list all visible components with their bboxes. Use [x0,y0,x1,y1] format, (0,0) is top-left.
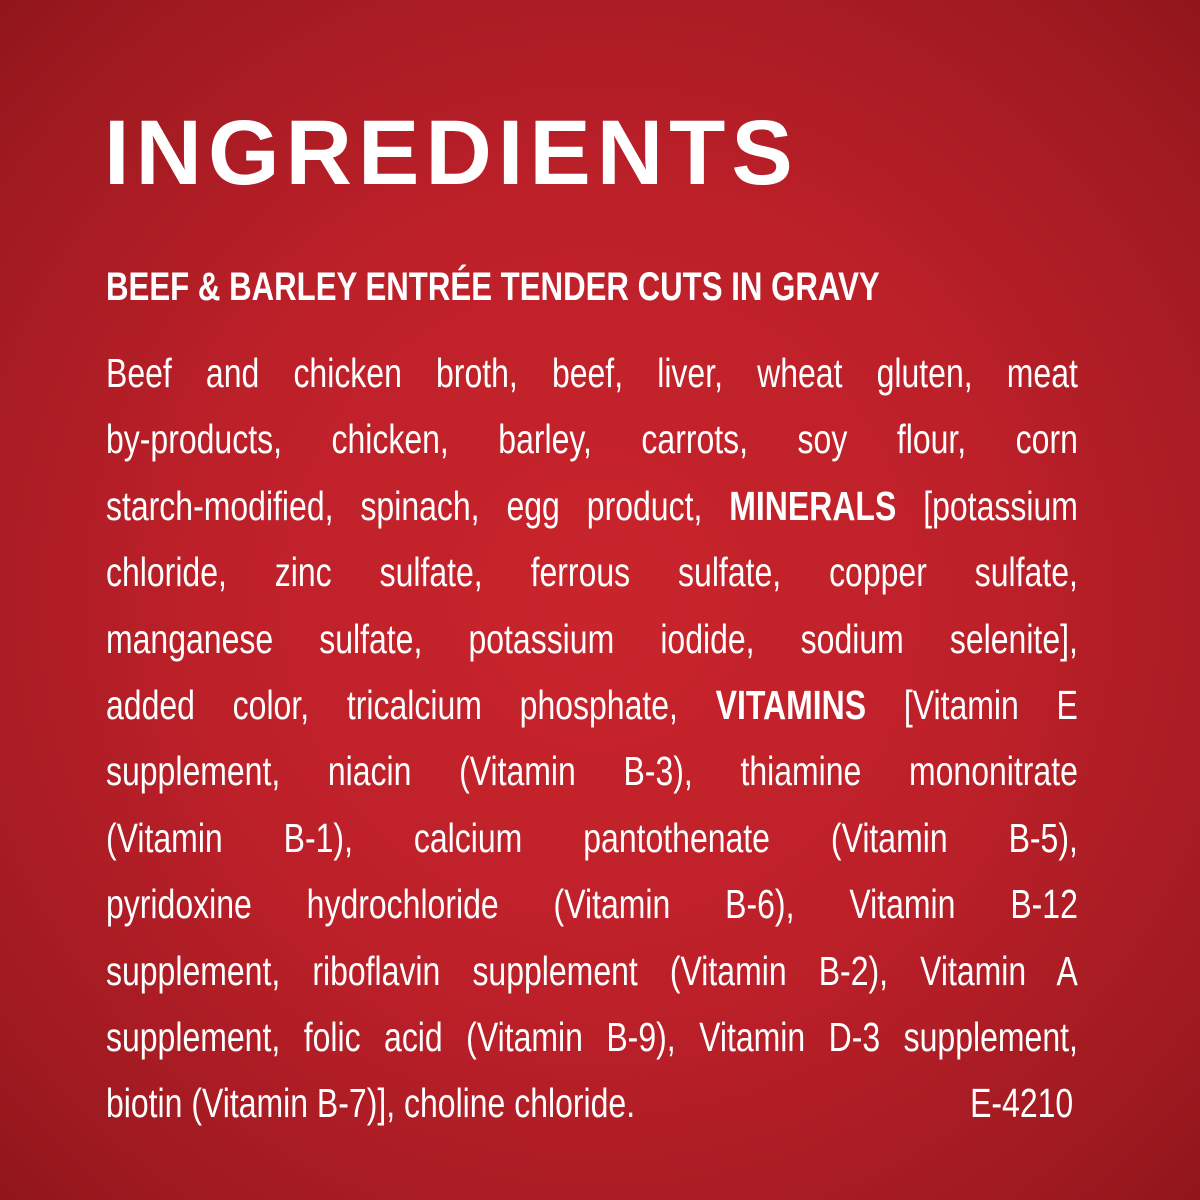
ingredient-line-last: biotin (Vitamin B-7)], choline chloride.… [106,1070,1078,1136]
ingredient-text: by-products, chicken, barley, carrots, s… [106,416,1078,463]
ingredient-text: pyridoxine hydrochloride (Vitamin B-6), … [106,881,1078,928]
ingredient-line: supplement, folic acid (Vitamin B-9), Vi… [106,1004,1078,1070]
ingredient-text: manganese sulfate, potassium iodide, sod… [106,615,1078,662]
ingredient-group-heading: VITAMINS [715,681,867,728]
ingredient-line: (Vitamin B-1), calcium pantothenate (Vit… [106,805,1078,871]
ingredient-text: added color, tricalcium phosphate, [106,681,716,728]
ingredient-text: supplement, niacin (Vitamin B-3), thiami… [106,748,1078,795]
ingredient-list: Beef and chicken broth, beef, liver, whe… [106,340,1078,1137]
ingredient-text: [potassium [896,482,1078,529]
ingredient-text: supplement, riboflavin supplement (Vitam… [106,947,1078,994]
ingredient-text: supplement, folic acid (Vitamin B-9), Vi… [106,1013,1078,1060]
ingredient-line: chloride, zinc sulfate, ferrous sulfate,… [106,539,1078,605]
ingredient-line: supplement, niacin (Vitamin B-3), thiami… [106,738,1078,804]
ingredient-line: Beef and chicken broth, beef, liver, whe… [106,340,1078,406]
product-name: BEEF & BARLEY ENTRÉE TENDER CUTS IN GRAV… [106,265,880,309]
product-code: E-4210 [970,1080,1074,1127]
ingredient-line: by-products, chicken, barley, carrots, s… [106,406,1078,472]
ingredient-group-heading: MINERALS [729,482,897,529]
ingredient-text: Beef and chicken broth, beef, liver, whe… [106,350,1078,396]
ingredient-last-text: biotin (Vitamin B-7)], choline chloride. [106,1080,636,1127]
ingredient-text: [Vitamin E [866,681,1078,728]
ingredient-text: starch-modified, spinach, egg product, [106,482,730,529]
ingredient-line: manganese sulfate, potassium iodide, sod… [106,606,1078,672]
ingredient-line: supplement, riboflavin supplement (Vitam… [106,938,1078,1004]
ingredient-text: chloride, zinc sulfate, ferrous sulfate,… [106,549,1078,596]
ingredient-line: pyridoxine hydrochloride (Vitamin B-6), … [106,871,1078,937]
ingredient-line: added color, tricalcium phosphate, VITAM… [106,672,1078,738]
ingredient-text: (Vitamin B-1), calcium pantothenate (Vit… [106,814,1078,861]
ingredient-line: starch-modified, spinach, egg product, M… [106,473,1078,539]
page-title: INGREDIENTS [104,102,799,204]
